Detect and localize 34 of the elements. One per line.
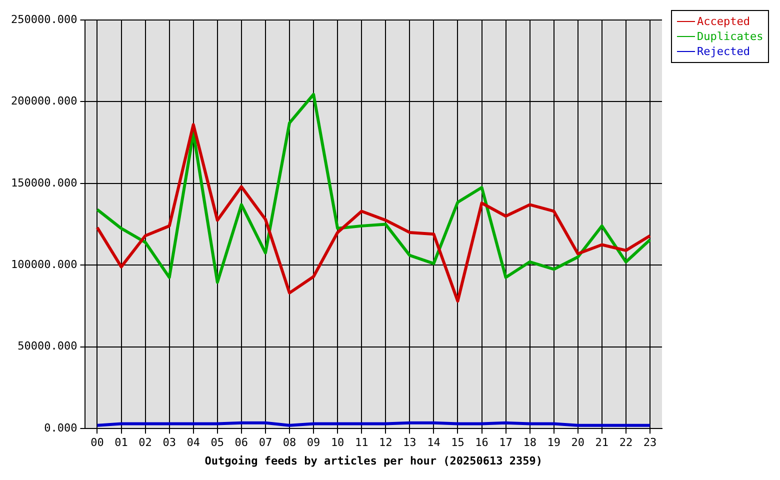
x-tick-label: 02: [138, 436, 152, 450]
x-tick-label: 00: [90, 436, 104, 450]
legend-label: Duplicates: [697, 29, 764, 44]
y-tick-label: 100000.000: [10, 258, 78, 272]
x-tick-label: 06: [234, 436, 248, 450]
y-tick-label: 200000.000: [10, 94, 78, 108]
x-tick-label: 21: [595, 436, 609, 450]
x-tick-label: 22: [619, 436, 633, 450]
x-tick-label: 07: [258, 436, 272, 450]
x-tick-label: 23: [643, 436, 657, 450]
x-tick-label: 04: [186, 436, 200, 450]
x-tick-label: 16: [475, 436, 488, 450]
x-tick-label: 18: [523, 436, 536, 450]
x-tick-label: 12: [379, 436, 392, 450]
y-tick-label: 150000.000: [10, 176, 78, 190]
x-tick-label: 09: [306, 436, 320, 450]
x-tick-label: 13: [403, 436, 416, 450]
legend-label: Accepted: [697, 14, 750, 29]
y-tick-label: 250000.000: [10, 12, 78, 26]
x-axis-title: Outgoing feeds by articles per hour (20250613 2359): [204, 454, 542, 468]
y-tick-label: 50000.000: [18, 340, 78, 353]
x-tick-label: 19: [547, 436, 560, 450]
x-tick-label: 20: [571, 436, 585, 450]
x-tick-label: 15: [451, 436, 464, 450]
x-tick-label: 10: [330, 436, 344, 450]
x-tick-label: 17: [499, 436, 512, 450]
y-tick-label: 0.000: [44, 421, 78, 434]
x-tick-label: 01: [114, 436, 128, 450]
x-tick-label: 11: [354, 436, 368, 450]
x-tick-label: 05: [210, 436, 224, 450]
x-tick-label: 03: [162, 436, 176, 450]
legend-label: Rejected: [697, 44, 750, 59]
x-tick-label: 14: [427, 436, 441, 450]
x-tick-label: 08: [282, 436, 296, 450]
